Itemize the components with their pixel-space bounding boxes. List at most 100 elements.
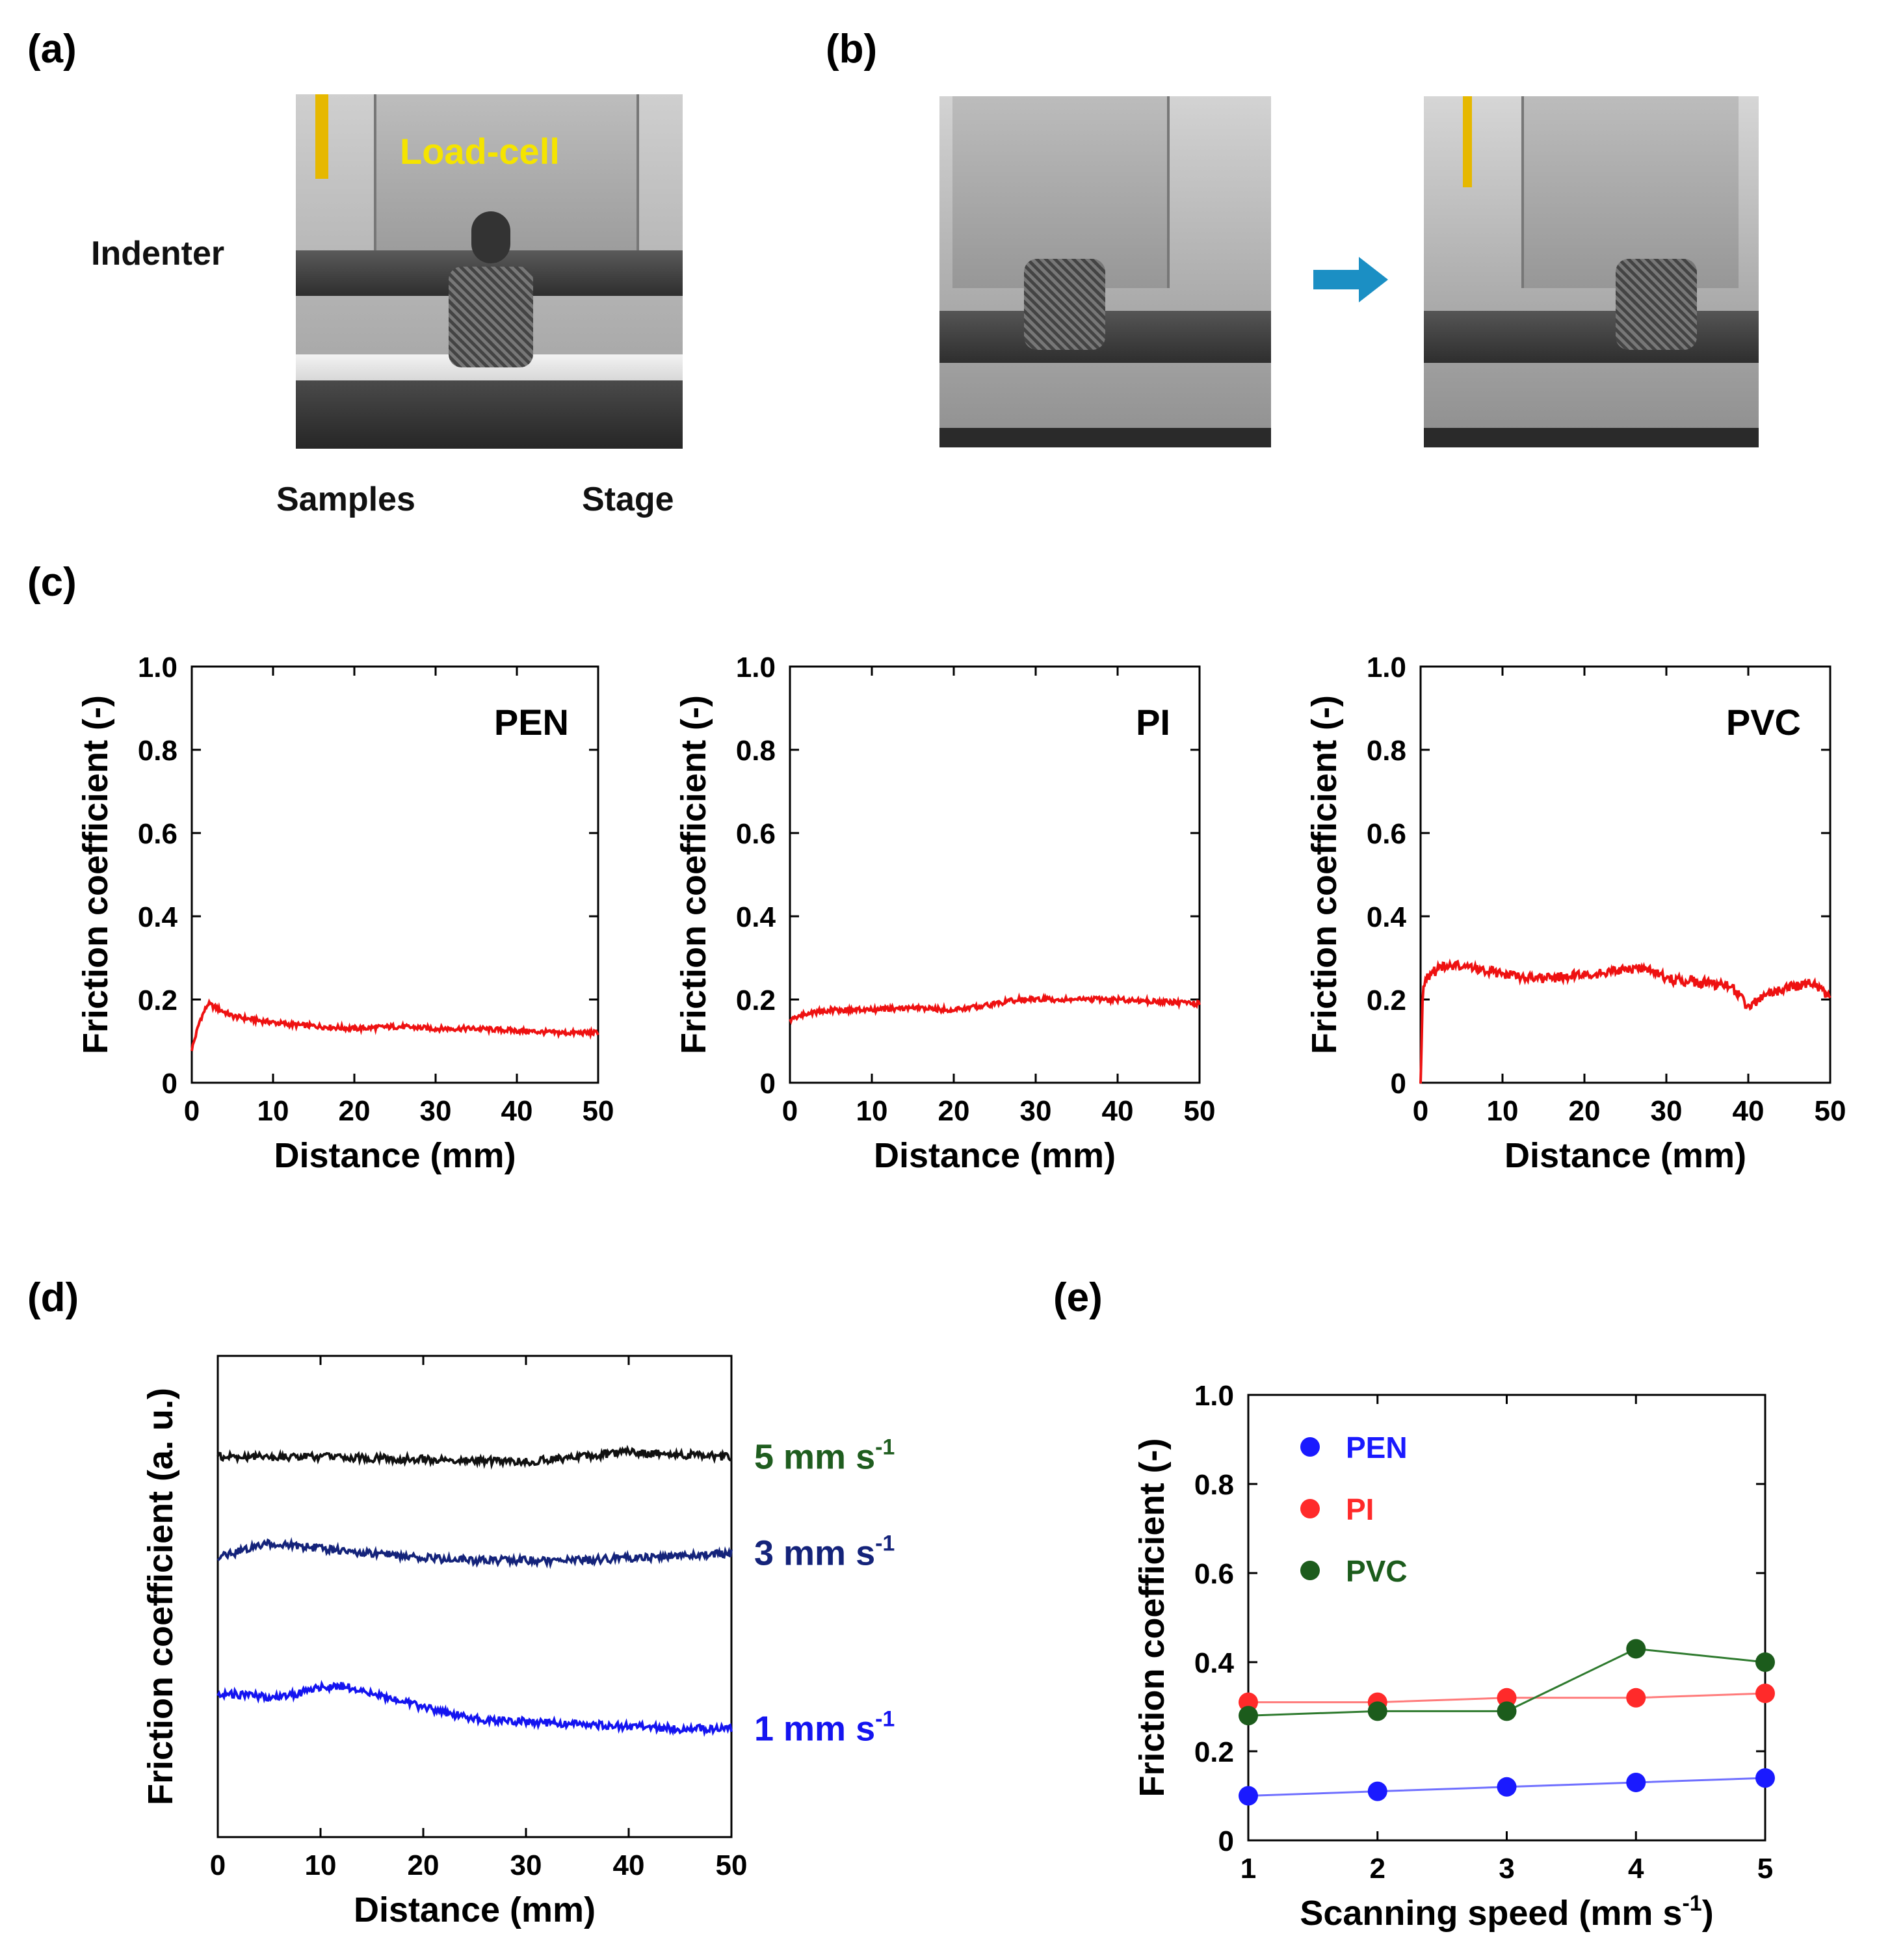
data-point-pen — [1367, 1781, 1387, 1801]
x-tick-label: 20 — [938, 1095, 970, 1127]
scan-end-photo — [1424, 96, 1759, 447]
plot-frame — [190, 665, 599, 1084]
x-tick-label: 10 — [257, 1095, 289, 1127]
x-tick-label: 50 — [1184, 1095, 1216, 1127]
y-tick-label: 0 — [1218, 1825, 1234, 1857]
chart-c3: 0 10 20 30 40 50 0 0.2 0.4 0.6 0.8 1.0 Distance (mm)… — [1305, 652, 1846, 1175]
x-tick-label: 4 — [1628, 1853, 1644, 1885]
plot-frame — [1419, 665, 1831, 1084]
x-tick-label: 0 — [210, 1849, 226, 1881]
data-point-pen — [1755, 1768, 1775, 1788]
series-line — [789, 992, 1201, 1026]
plot-frame — [217, 1355, 733, 1838]
samples-label: Samples — [276, 481, 415, 518]
x-tick-label: 1 — [1240, 1853, 1256, 1885]
series-label: 3 mm s-1 — [754, 1531, 895, 1572]
legend-label-pen: PEN — [1346, 1431, 1408, 1464]
y-tick-label: 0 — [162, 1068, 177, 1100]
x-tick-label: 40 — [1102, 1095, 1134, 1127]
x-tick-label: 10 — [1487, 1095, 1519, 1127]
panel-label-a: (a) — [27, 27, 77, 72]
x-tick-label: 0 — [782, 1095, 798, 1127]
x-tick-label: 30 — [510, 1849, 542, 1881]
y-tick-label: 1.0 — [138, 652, 177, 683]
y-tick-label: 0.8 — [1194, 1469, 1234, 1501]
y-tick-label: 0.4 — [1367, 901, 1407, 933]
y-tick-label: 0.8 — [138, 735, 177, 767]
legend-marker-pen — [1300, 1437, 1320, 1457]
panel-label-c: (c) — [27, 560, 77, 605]
data-point-pvc — [1626, 1639, 1646, 1659]
x-tick-label: 50 — [583, 1095, 614, 1127]
stage-label: Stage — [582, 481, 674, 518]
legend-marker-pvc — [1300, 1561, 1320, 1580]
indenter-knob — [449, 267, 533, 367]
x-tick-label: 20 — [408, 1849, 440, 1881]
x-tick-label: 50 — [716, 1849, 748, 1881]
y-tick-label: 1.0 — [736, 652, 776, 683]
series-line — [217, 1680, 733, 1738]
x-tick-label: 2 — [1370, 1853, 1385, 1885]
data-point-pi — [1755, 1683, 1775, 1703]
series-label: 1 mm s-1 — [754, 1707, 895, 1749]
y-tick-label: 0.2 — [736, 985, 776, 1016]
data-point-pvc — [1497, 1701, 1517, 1721]
y-tick-label: 0.8 — [1367, 735, 1406, 767]
x-tick-label: 3 — [1499, 1853, 1514, 1885]
y-tick-label: 0.4 — [138, 901, 178, 933]
x-axis-label: Distance (mm) — [274, 1136, 516, 1175]
data-point-pvc — [1239, 1706, 1258, 1726]
x-tick-label: 10 — [856, 1095, 888, 1127]
x-tick-label: 20 — [339, 1095, 371, 1127]
x-tick-label: 5 — [1757, 1853, 1773, 1885]
y-tick-label: 0.6 — [1367, 818, 1406, 850]
panel-label-b: (b) — [826, 27, 878, 72]
x-tick-label: 40 — [1733, 1095, 1765, 1127]
y-tick-label: 1.0 — [1194, 1380, 1234, 1412]
chart-c1: 0 10 20 30 40 50 0 0.2 0.4 0.6 0.8 1.0 Distance (mm)… — [76, 652, 614, 1175]
panel-label-e: (e) — [1053, 1275, 1103, 1320]
series-line — [217, 1444, 732, 1470]
data-point-pi — [1239, 1692, 1258, 1712]
data-point-pen — [1497, 1777, 1517, 1797]
indenter-label: Indenter — [91, 235, 225, 272]
y-axis-label: Friction coefficient (-) — [76, 695, 115, 1054]
y-axis-label: Friction coefficient (-) — [674, 695, 713, 1054]
x-axis-label: Distance (mm) — [1504, 1136, 1746, 1175]
y-tick-label: 0.6 — [1194, 1558, 1234, 1590]
material-annotation: PVC — [1726, 702, 1801, 743]
series-label: 5 mm s-1 — [754, 1435, 895, 1476]
x-tick-label: 0 — [1413, 1095, 1428, 1127]
x-tick-label: 50 — [1815, 1095, 1846, 1127]
series-line — [217, 1537, 733, 1570]
y-tick-label: 0.4 — [736, 901, 776, 933]
series-line — [1419, 958, 1831, 1084]
direction-arrow-icon — [1313, 257, 1388, 302]
material-annotation: PEN — [494, 702, 569, 743]
y-tick-label: 0.6 — [138, 818, 177, 850]
x-axis-label: Distance (mm) — [874, 1136, 1116, 1175]
y-tick-label: 0.6 — [736, 818, 776, 850]
load-cell-label: Load-cell — [400, 131, 560, 172]
panel-label-d: (d) — [27, 1275, 79, 1320]
data-point-pen — [1239, 1786, 1258, 1806]
material-annotation: PI — [1136, 702, 1170, 743]
legend-label-pi: PI — [1346, 1492, 1374, 1526]
x-tick-label: 0 — [184, 1095, 200, 1127]
x-tick-label: 30 — [420, 1095, 452, 1127]
y-tick-label: 0 — [1391, 1068, 1406, 1100]
plot-frame — [1247, 1394, 1766, 1842]
plot-frame — [789, 665, 1201, 1084]
x-tick-label: 20 — [1569, 1095, 1601, 1127]
y-tick-label: 0.2 — [1367, 985, 1406, 1016]
x-tick-label: 40 — [613, 1849, 645, 1881]
y-axis-label: Friction coefficient (-) — [1133, 1438, 1172, 1797]
x-tick-label: 30 — [1651, 1095, 1683, 1127]
data-point-pen — [1626, 1772, 1646, 1792]
y-tick-label: 1.0 — [1367, 652, 1406, 683]
data-point-pvc — [1755, 1652, 1775, 1672]
data-point-pvc — [1367, 1701, 1387, 1721]
y-tick-label: 0.8 — [736, 735, 776, 767]
scan-start-photo — [939, 96, 1271, 447]
